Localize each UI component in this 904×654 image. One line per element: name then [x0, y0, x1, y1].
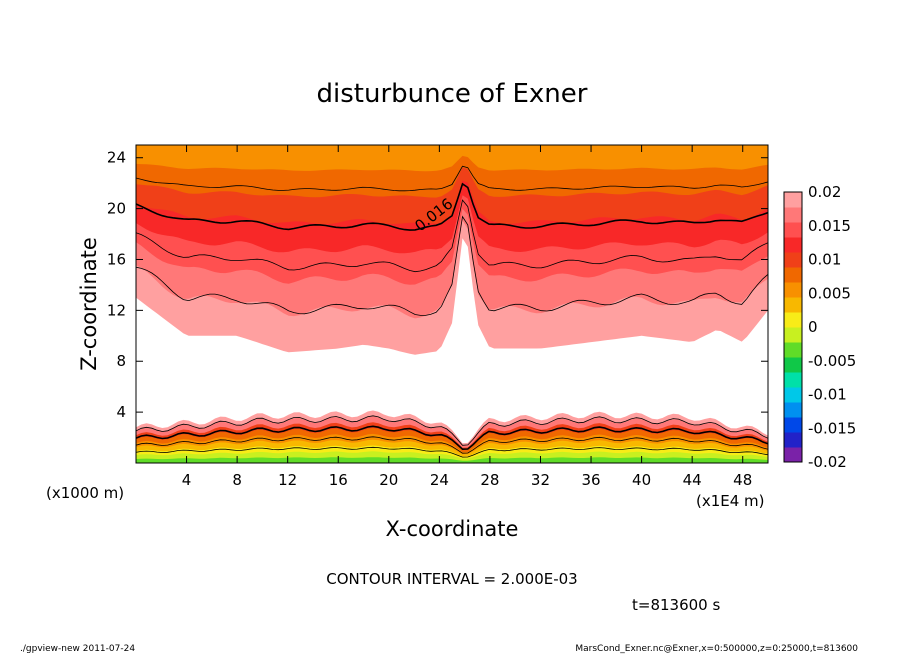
y-tick-label: 16: [107, 250, 126, 268]
colorbar-swatch: [784, 327, 802, 343]
upper-contour-line: [136, 215, 768, 316]
colorbar-swatch: [784, 297, 802, 313]
colorbar-tick-label: 0.015: [808, 217, 851, 235]
x-tick-label: 40: [632, 471, 651, 489]
x-tick-label: 36: [581, 471, 600, 489]
y-tick-label: 24: [107, 149, 126, 167]
x-tick-label: 28: [480, 471, 499, 489]
upper-contour-band: [136, 145, 768, 355]
chart-title: disturbunce of Exner: [317, 79, 588, 109]
upper-contour-line: [136, 199, 768, 273]
colorbar-swatch: [784, 357, 802, 373]
colorbar: [783, 191, 803, 463]
x-tick-label: 48: [733, 471, 752, 489]
colorbar-swatch: [784, 207, 802, 223]
colorbar-swatch: [784, 447, 802, 463]
lower-contour-line: [136, 425, 768, 451]
upper-contour-line: [136, 182, 768, 231]
colorbar-swatch: [784, 342, 802, 358]
colorbar-tick-label: 0.01: [808, 251, 841, 269]
lower-contour-line: [136, 446, 768, 458]
x-tick-label: 8: [232, 471, 242, 489]
colorbar-swatch: [784, 252, 802, 268]
colorbar-swatch: [784, 432, 802, 448]
upper-contour-line: [136, 165, 768, 192]
x-tick-label: 24: [430, 471, 449, 489]
time-text: t=813600 s: [632, 596, 720, 614]
colorbar-tick-label: 0: [808, 318, 818, 336]
x-tick-label: 16: [329, 471, 348, 489]
x-tick-label: 12: [278, 471, 297, 489]
contour-interval-text: CONTOUR INTERVAL = 2.000E-03: [326, 570, 577, 588]
colorbar-tick-label: -0.005: [808, 352, 856, 370]
y-tick-label: 20: [107, 200, 126, 218]
x-axis-ticks: 4 8 12 16 20 24 28 32 36 40 44 48: [182, 145, 752, 489]
colorbar-swatch: [784, 192, 802, 208]
colorbar-swatch: [784, 282, 802, 298]
y-units-label: (x1000 m): [46, 484, 124, 502]
lower-contour-line: [136, 415, 768, 446]
colorbar-swatch: [784, 372, 802, 388]
colorbar-tick-label: 0.005: [808, 284, 851, 302]
colorbar-swatch: [784, 267, 802, 283]
colorbar-swatch: [784, 237, 802, 253]
colorbar-swatch: [784, 387, 802, 403]
footer-left: ./gpview-new 2011-07-24: [20, 644, 135, 654]
x-tick-label: 32: [531, 471, 550, 489]
lower-band-level-8: [136, 457, 768, 463]
colorbar-tick-label: -0.015: [808, 419, 856, 437]
contour-lines: [136, 165, 768, 458]
plot-frame: [135, 144, 769, 464]
x-tick-label: 20: [379, 471, 398, 489]
y-tick-label: 12: [107, 301, 126, 319]
colorbar-tick-label: -0.02: [808, 453, 847, 471]
x-units-label: (x1E4 m): [696, 492, 765, 510]
x-axis-label: X-coordinate: [386, 517, 519, 541]
x-tick-label: 44: [683, 471, 702, 489]
y-axis-label: Z-coordinate: [77, 237, 101, 371]
lower-contour-line: [136, 436, 768, 454]
colorbar-tick-label: 0.02: [808, 183, 841, 201]
y-axis-ticks: 4 8 12 16 20 24: [107, 149, 768, 421]
colorbar-swatch: [784, 222, 802, 238]
colorbar-labels: 0.02 0.015 0.01 0.005 0 -0.005 -0.01 -0.015 -0.0…: [808, 183, 856, 471]
y-tick-label: 8: [116, 352, 126, 370]
colorbar-swatch: [784, 402, 802, 418]
y-tick-label: 4: [116, 403, 126, 421]
upper-band-level-6: [136, 145, 768, 172]
x-tick-label: 4: [182, 471, 192, 489]
colorbar-tick-label: -0.01: [808, 386, 847, 404]
footer-right: MarsCond_Exner.nc@Exner,x=0:500000,z=0:2…: [575, 644, 858, 654]
colorbar-swatch: [784, 417, 802, 433]
colorbar-swatch: [784, 312, 802, 328]
colorbar-frame: [783, 191, 803, 463]
